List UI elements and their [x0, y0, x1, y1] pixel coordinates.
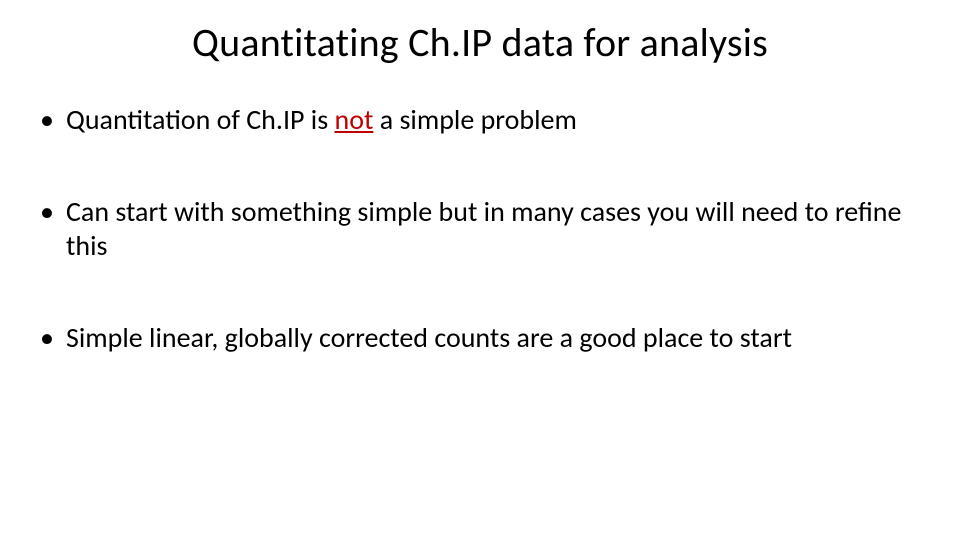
- bullet-list: Quantitation of Ch.IP is not a simple pr…: [38, 103, 922, 356]
- bullet-text-post: a simple problem: [373, 102, 576, 137]
- bullet-text: Simple linear, globally corrected counts…: [66, 320, 792, 355]
- bullet-text-pre: Quantitation of Ch.IP is: [66, 102, 335, 137]
- list-item: Can start with something simple but in m…: [38, 195, 922, 263]
- emphasis-not: not: [335, 102, 374, 137]
- list-item: Quantitation of Ch.IP is not a simple pr…: [38, 103, 922, 137]
- slide: Quantitating Ch.IP data for analysis Qua…: [0, 0, 960, 540]
- bullet-text: Can start with something simple but in m…: [66, 194, 901, 263]
- slide-title: Quantitating Ch.IP data for analysis: [38, 18, 922, 67]
- list-item: Simple linear, globally corrected counts…: [38, 321, 922, 355]
